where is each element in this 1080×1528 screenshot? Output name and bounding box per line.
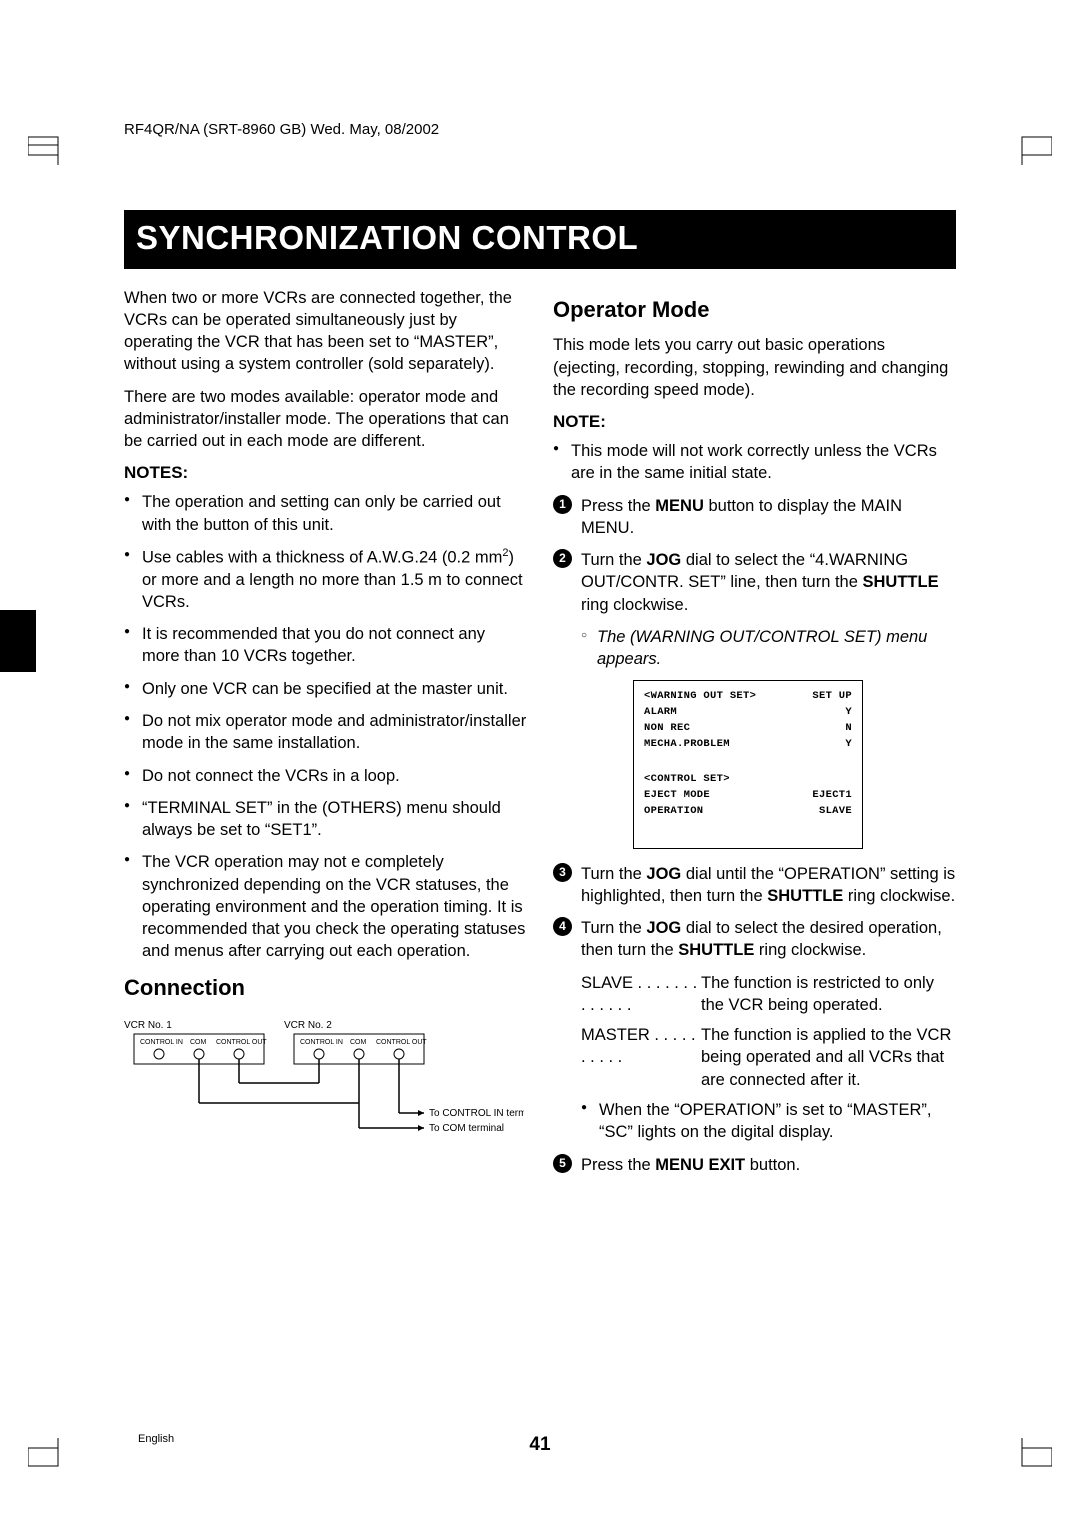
- step-number-icon: 5: [553, 1154, 572, 1173]
- note-item: Use cables with a thickness of A.W.G.24 …: [124, 546, 527, 613]
- step-4-subbullet: When the “OPERATION” is set to “MASTER”,…: [581, 1099, 956, 1144]
- connection-heading: Connection: [124, 973, 527, 1003]
- definition-desc: The function is restricted to only the V…: [701, 972, 956, 1017]
- note-item: This mode will not work correctly unless…: [553, 440, 956, 485]
- side-tab: [0, 610, 36, 672]
- svg-text:COM: COM: [190, 1039, 207, 1046]
- notes-heading: NOTES:: [124, 462, 527, 485]
- note-heading: NOTE:: [553, 411, 956, 434]
- steps-list: 1 Press the MENU button to display the M…: [553, 495, 956, 616]
- page-footer: English 41: [124, 1432, 956, 1458]
- step-number-icon: 1: [553, 495, 572, 514]
- connection-diagram: VCR No. 1 VCR No. 2 CONTROL IN COM CONTR…: [124, 1018, 524, 1148]
- definition-master: MASTER . . . . . . . . . . The function …: [581, 1024, 956, 1091]
- footer-language: English: [138, 1432, 174, 1447]
- step-5: 5 Press the MENU EXIT button.: [553, 1154, 956, 1176]
- definition-desc: The function is applied to the VCR being…: [701, 1024, 956, 1091]
- svg-text:To CONTROL IN terminal: To CONTROL IN terminal: [429, 1108, 524, 1119]
- note-list: This mode will not work correctly unless…: [553, 440, 956, 485]
- right-column: Operator Mode This mode lets you carry o…: [553, 287, 956, 1186]
- footer-page-number: 41: [529, 1432, 550, 1458]
- crop-mark-tr: [1012, 125, 1052, 165]
- step-number-icon: 3: [553, 863, 572, 882]
- definition-term: MASTER . . . . . . . . . .: [581, 1024, 701, 1091]
- intro-paragraph-2: There are two modes available: operator …: [124, 386, 527, 453]
- step-number-icon: 4: [553, 917, 572, 936]
- intro-paragraph-1: When two or more VCRs are connected toge…: [124, 287, 527, 376]
- note-item: The operation and setting can only be ca…: [124, 491, 527, 536]
- svg-text:CONTROL OUT: CONTROL OUT: [216, 1039, 267, 1046]
- operation-definitions: SLAVE . . . . . . . . . . . . . The func…: [581, 972, 956, 1091]
- crop-mark-tl: [28, 125, 68, 165]
- step-4: 4 Turn the JOG dial to select the desire…: [553, 917, 956, 962]
- step-2: 2 Turn the JOG dial to select the “4.WAR…: [553, 549, 956, 616]
- svg-text:CONTROL OUT: CONTROL OUT: [376, 1039, 427, 1046]
- step-2-subnote: The (WARNING OUT/CONTROL SET) menu appea…: [581, 626, 956, 671]
- definition-term: SLAVE . . . . . . . . . . . . .: [581, 972, 701, 1017]
- step-number-icon: 2: [553, 549, 572, 568]
- operator-mode-heading: Operator Mode: [553, 295, 956, 325]
- step-3: 3 Turn the JOG dial until the “OPERATION…: [553, 863, 956, 908]
- steps-list-end: 5 Press the MENU EXIT button.: [553, 1154, 956, 1176]
- definition-slave: SLAVE . . . . . . . . . . . . . The func…: [581, 972, 956, 1017]
- steps-list-cont: 3 Turn the JOG dial until the “OPERATION…: [553, 863, 956, 962]
- header-meta: RF4QR/NA (SRT-8960 GB) Wed. May, 08/2002: [124, 120, 439, 140]
- operator-mode-intro: This mode lets you carry out basic opera…: [553, 334, 956, 401]
- note-item: It is recommended that you do not connec…: [124, 623, 527, 668]
- svg-text:COM: COM: [350, 1039, 367, 1046]
- note-item: Only one VCR can be specified at the mas…: [124, 678, 527, 700]
- step-1: 1 Press the MENU button to display the M…: [553, 495, 956, 540]
- notes-list: The operation and setting can only be ca…: [124, 491, 527, 962]
- page-content: SYNCHRONIZATION CONTROL When two or more…: [124, 210, 956, 1186]
- note-item: The VCR operation may not e completely s…: [124, 851, 527, 962]
- note-item: Do not mix operator mode and administrat…: [124, 710, 527, 755]
- left-column: When two or more VCRs are connected toge…: [124, 287, 527, 1186]
- svg-text:VCR No. 2: VCR No. 2: [284, 1020, 332, 1031]
- svg-text:CONTROL IN: CONTROL IN: [300, 1039, 343, 1046]
- svg-text:VCR No. 1: VCR No. 1: [124, 1020, 172, 1031]
- note-item: “TERMINAL SET” in the (OTHERS) menu shou…: [124, 797, 527, 842]
- crop-mark-bl: [28, 1438, 68, 1478]
- page-title: SYNCHRONIZATION CONTROL: [124, 210, 956, 269]
- svg-text:To COM terminal: To COM terminal: [429, 1123, 504, 1134]
- svg-text:CONTROL IN: CONTROL IN: [140, 1039, 183, 1046]
- note-item: Do not connect the VCRs in a loop.: [124, 765, 527, 787]
- menu-screenshot: <WARNING OUT SET>SET UP ALARMY NON RECN …: [633, 680, 863, 848]
- crop-mark-br: [1012, 1438, 1052, 1478]
